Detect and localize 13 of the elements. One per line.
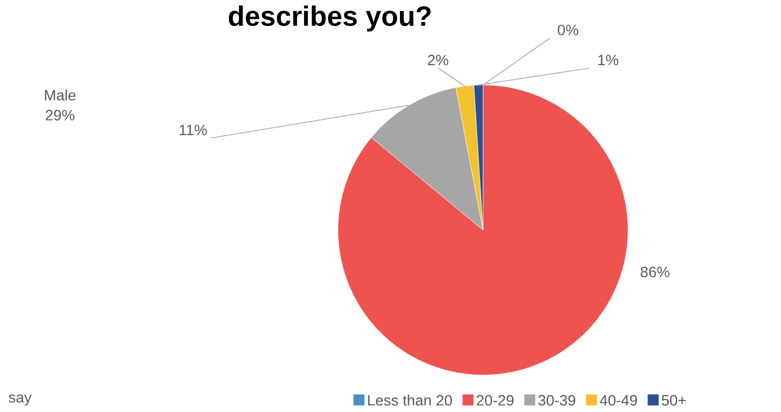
text: Male 29%: [45, 90, 76, 120]
text: 0%: [558, 24, 578, 36]
data-label: 86%: [640, 266, 670, 278]
legend-label: 50+: [662, 394, 686, 406]
legend-label: 40-49: [600, 394, 637, 406]
legend-label: 20-29: [476, 394, 514, 406]
chart-title: describes you?: [228, 6, 431, 32]
text: say: [8, 394, 32, 406]
legend-label: 30-39: [538, 394, 576, 406]
legend-label: Less than 20: [368, 394, 452, 406]
data-label: 11%: [180, 124, 207, 136]
data-label: 1%: [598, 54, 618, 66]
data-label: 2%: [428, 54, 448, 66]
